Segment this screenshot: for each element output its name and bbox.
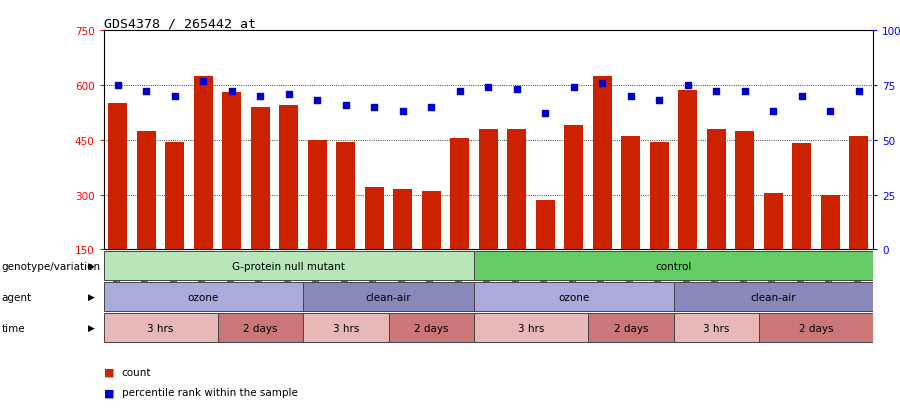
Point [225,89,239,95]
Text: agent: agent [2,292,32,302]
Bar [735,131,754,305]
Bar [365,188,383,305]
Point [167,93,182,100]
Bar [303,313,389,342]
Bar [104,282,303,311]
Point [595,80,609,87]
Bar [218,313,303,342]
Point [111,83,125,89]
Text: control: control [655,261,692,271]
Point [424,104,438,111]
Text: clean-air: clean-air [751,292,797,302]
Point [766,109,780,115]
Point [567,85,581,91]
Bar [650,142,669,305]
Text: G-protein null mutant: G-protein null mutant [232,261,346,271]
Text: ▶: ▶ [87,323,94,332]
Bar [422,192,440,305]
Text: 2 days: 2 days [614,323,648,333]
Bar [764,193,782,305]
Bar [536,201,554,305]
Bar [389,313,474,342]
Bar [303,282,474,311]
Point [310,98,324,104]
Bar [564,126,583,305]
Text: ■: ■ [104,367,114,377]
Text: count: count [122,367,151,377]
Bar [759,313,873,342]
Bar [479,130,498,305]
Point [481,85,495,91]
Point [509,87,524,93]
Point [338,102,353,109]
Bar [707,130,725,305]
Point [738,89,752,95]
Point [538,111,553,117]
Text: time: time [2,323,25,333]
Text: 2 days: 2 days [243,323,277,333]
Point [823,109,837,115]
Point [709,89,724,95]
Text: 2 days: 2 days [799,323,833,333]
Text: genotype/variation: genotype/variation [2,261,101,271]
Bar [622,137,640,305]
Text: 2 days: 2 days [414,323,448,333]
Bar [222,93,241,305]
Bar [251,107,269,305]
Bar [194,76,212,305]
Text: ozone: ozone [187,292,219,302]
Text: 3 hrs: 3 hrs [518,323,544,333]
Bar [109,104,127,305]
Point [282,91,296,98]
Point [196,78,211,85]
Bar [850,137,868,305]
Bar [104,252,474,280]
Point [624,93,638,100]
Text: 3 hrs: 3 hrs [703,323,729,333]
Bar [104,313,218,342]
Text: ▶: ▶ [87,261,94,271]
Bar [137,131,156,305]
Bar [474,313,588,342]
Bar [508,130,526,305]
Bar [393,190,412,305]
Text: 3 hrs: 3 hrs [333,323,359,333]
Text: ▶: ▶ [87,292,94,301]
Point [680,83,695,89]
Bar [474,282,673,311]
Bar [793,144,811,305]
Bar [593,76,611,305]
Text: 3 hrs: 3 hrs [148,323,174,333]
Text: ■: ■ [104,387,114,397]
Point [453,89,467,95]
Bar [588,313,673,342]
Point [367,104,382,111]
Bar [337,142,355,305]
Point [652,98,666,104]
Bar [280,106,298,305]
Point [253,93,267,100]
Point [795,93,809,100]
Text: clean-air: clean-air [365,292,411,302]
Bar [308,140,327,305]
Bar [451,139,469,305]
Text: GDS4378 / 265442_at: GDS4378 / 265442_at [104,17,256,30]
Text: percentile rank within the sample: percentile rank within the sample [122,387,297,397]
Bar [166,142,184,305]
Point [396,109,410,115]
Text: ozone: ozone [558,292,590,302]
Bar [673,282,873,311]
Bar [474,252,873,280]
Bar [673,313,759,342]
Point [139,89,153,95]
Bar [821,195,840,305]
Bar [679,91,697,305]
Point [851,89,866,95]
